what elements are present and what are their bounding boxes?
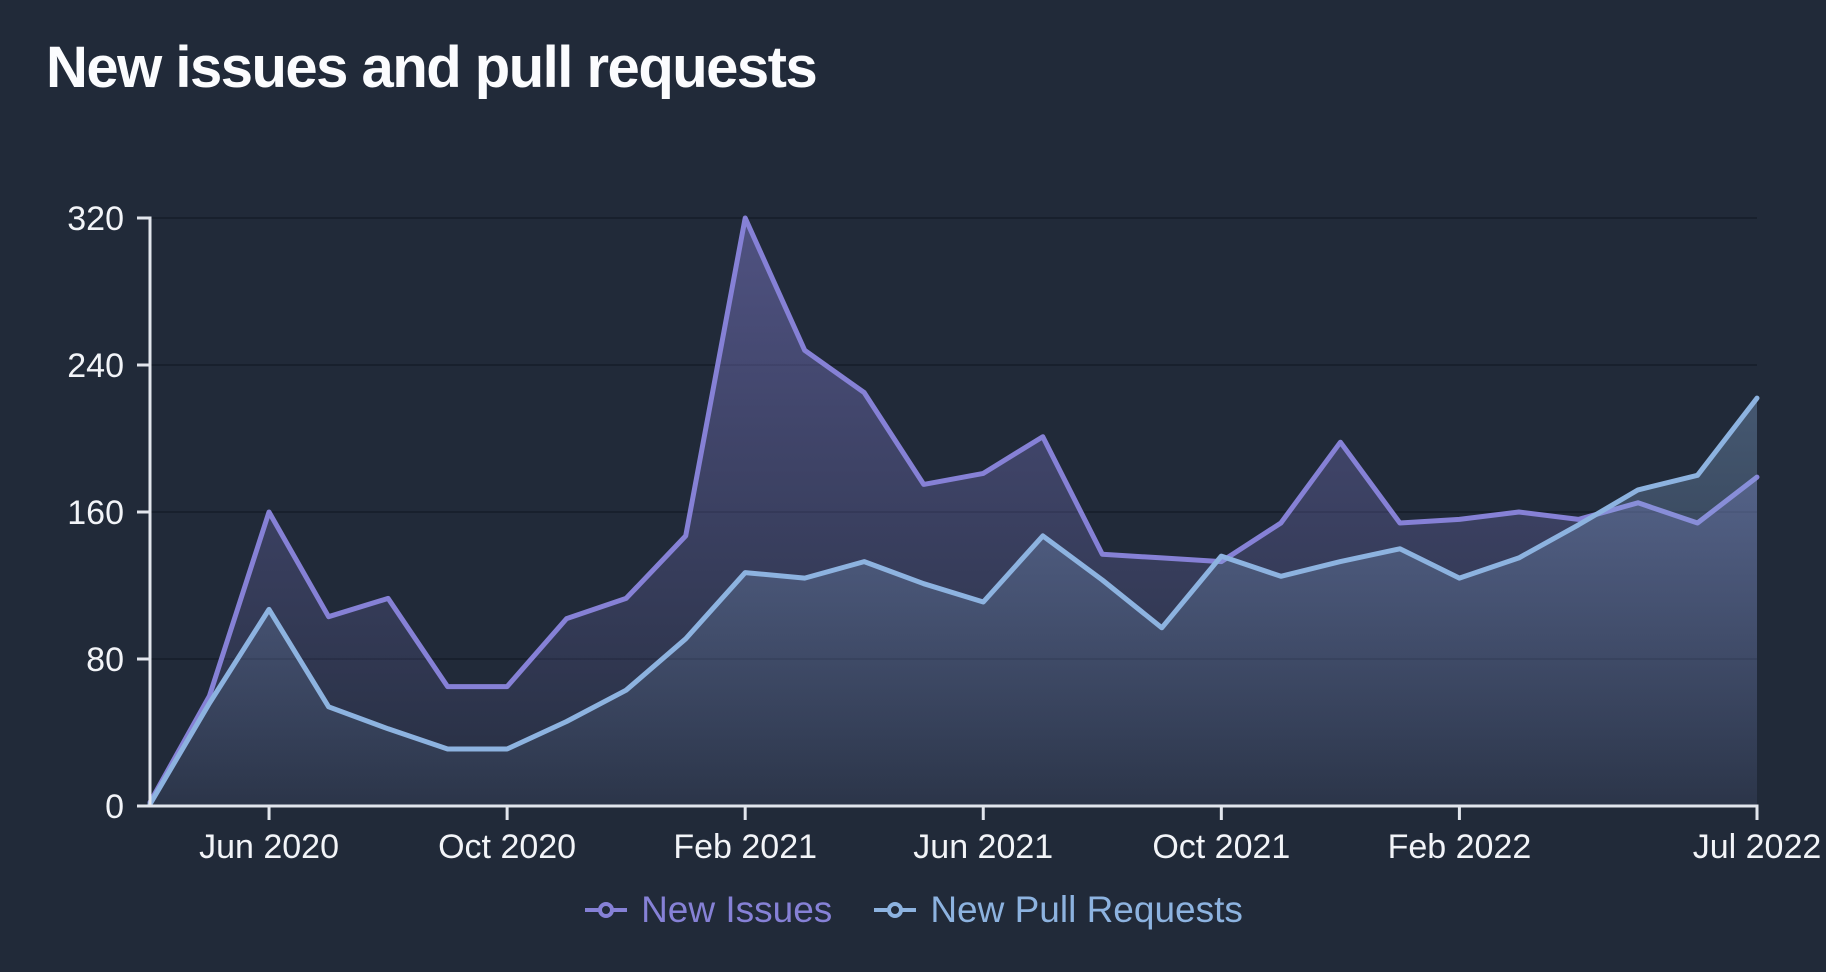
y-tick-label-320: 320 xyxy=(67,200,124,238)
legend-label-new-issues: New Issues xyxy=(641,889,833,930)
x-axis: Jun 2020 Oct 2020 Feb 2021 Jun 2021 Oct 2021… xyxy=(199,806,1821,866)
x-tick-label-feb-2022: Feb 2022 xyxy=(1388,828,1532,866)
x-tick-label-jul-2022: Jul 2022 xyxy=(1693,828,1822,866)
page-title: New issues and pull requests xyxy=(46,35,818,100)
x-tick-label-jun-2020: Jun 2020 xyxy=(199,828,339,866)
x-tick-label-jun-2021: Jun 2021 xyxy=(913,828,1053,866)
chart-legend: New Issues New Pull Requests xyxy=(0,889,1826,931)
y-tick-label-80: 80 xyxy=(86,641,124,679)
legend-marker-new-pull-requests-icon xyxy=(874,902,917,918)
x-tick-label-oct-2021: Oct 2021 xyxy=(1152,828,1290,866)
legend-label-new-pull-requests: New Pull Requests xyxy=(930,889,1243,930)
new-issues-line xyxy=(147,215,1760,805)
new-pull-requests-line xyxy=(147,395,1760,807)
legend-item-new-pull-requests[interactable]: New Pull Requests xyxy=(872,889,1243,931)
y-tick-label-0: 0 xyxy=(105,788,124,826)
legend-item-new-issues[interactable]: New Issues xyxy=(583,889,832,931)
x-tick-label-feb-2021: Feb 2021 xyxy=(673,828,817,866)
x-tick-label-oct-2020: Oct 2020 xyxy=(438,828,576,866)
new-pull-requests-area xyxy=(150,398,1757,806)
y-tick-label-240: 240 xyxy=(67,347,124,385)
y-axis: 0 80 160 240 320 xyxy=(67,200,150,826)
y-tick-label-160: 160 xyxy=(67,494,124,532)
legend-marker-new-issues-icon xyxy=(585,902,628,918)
